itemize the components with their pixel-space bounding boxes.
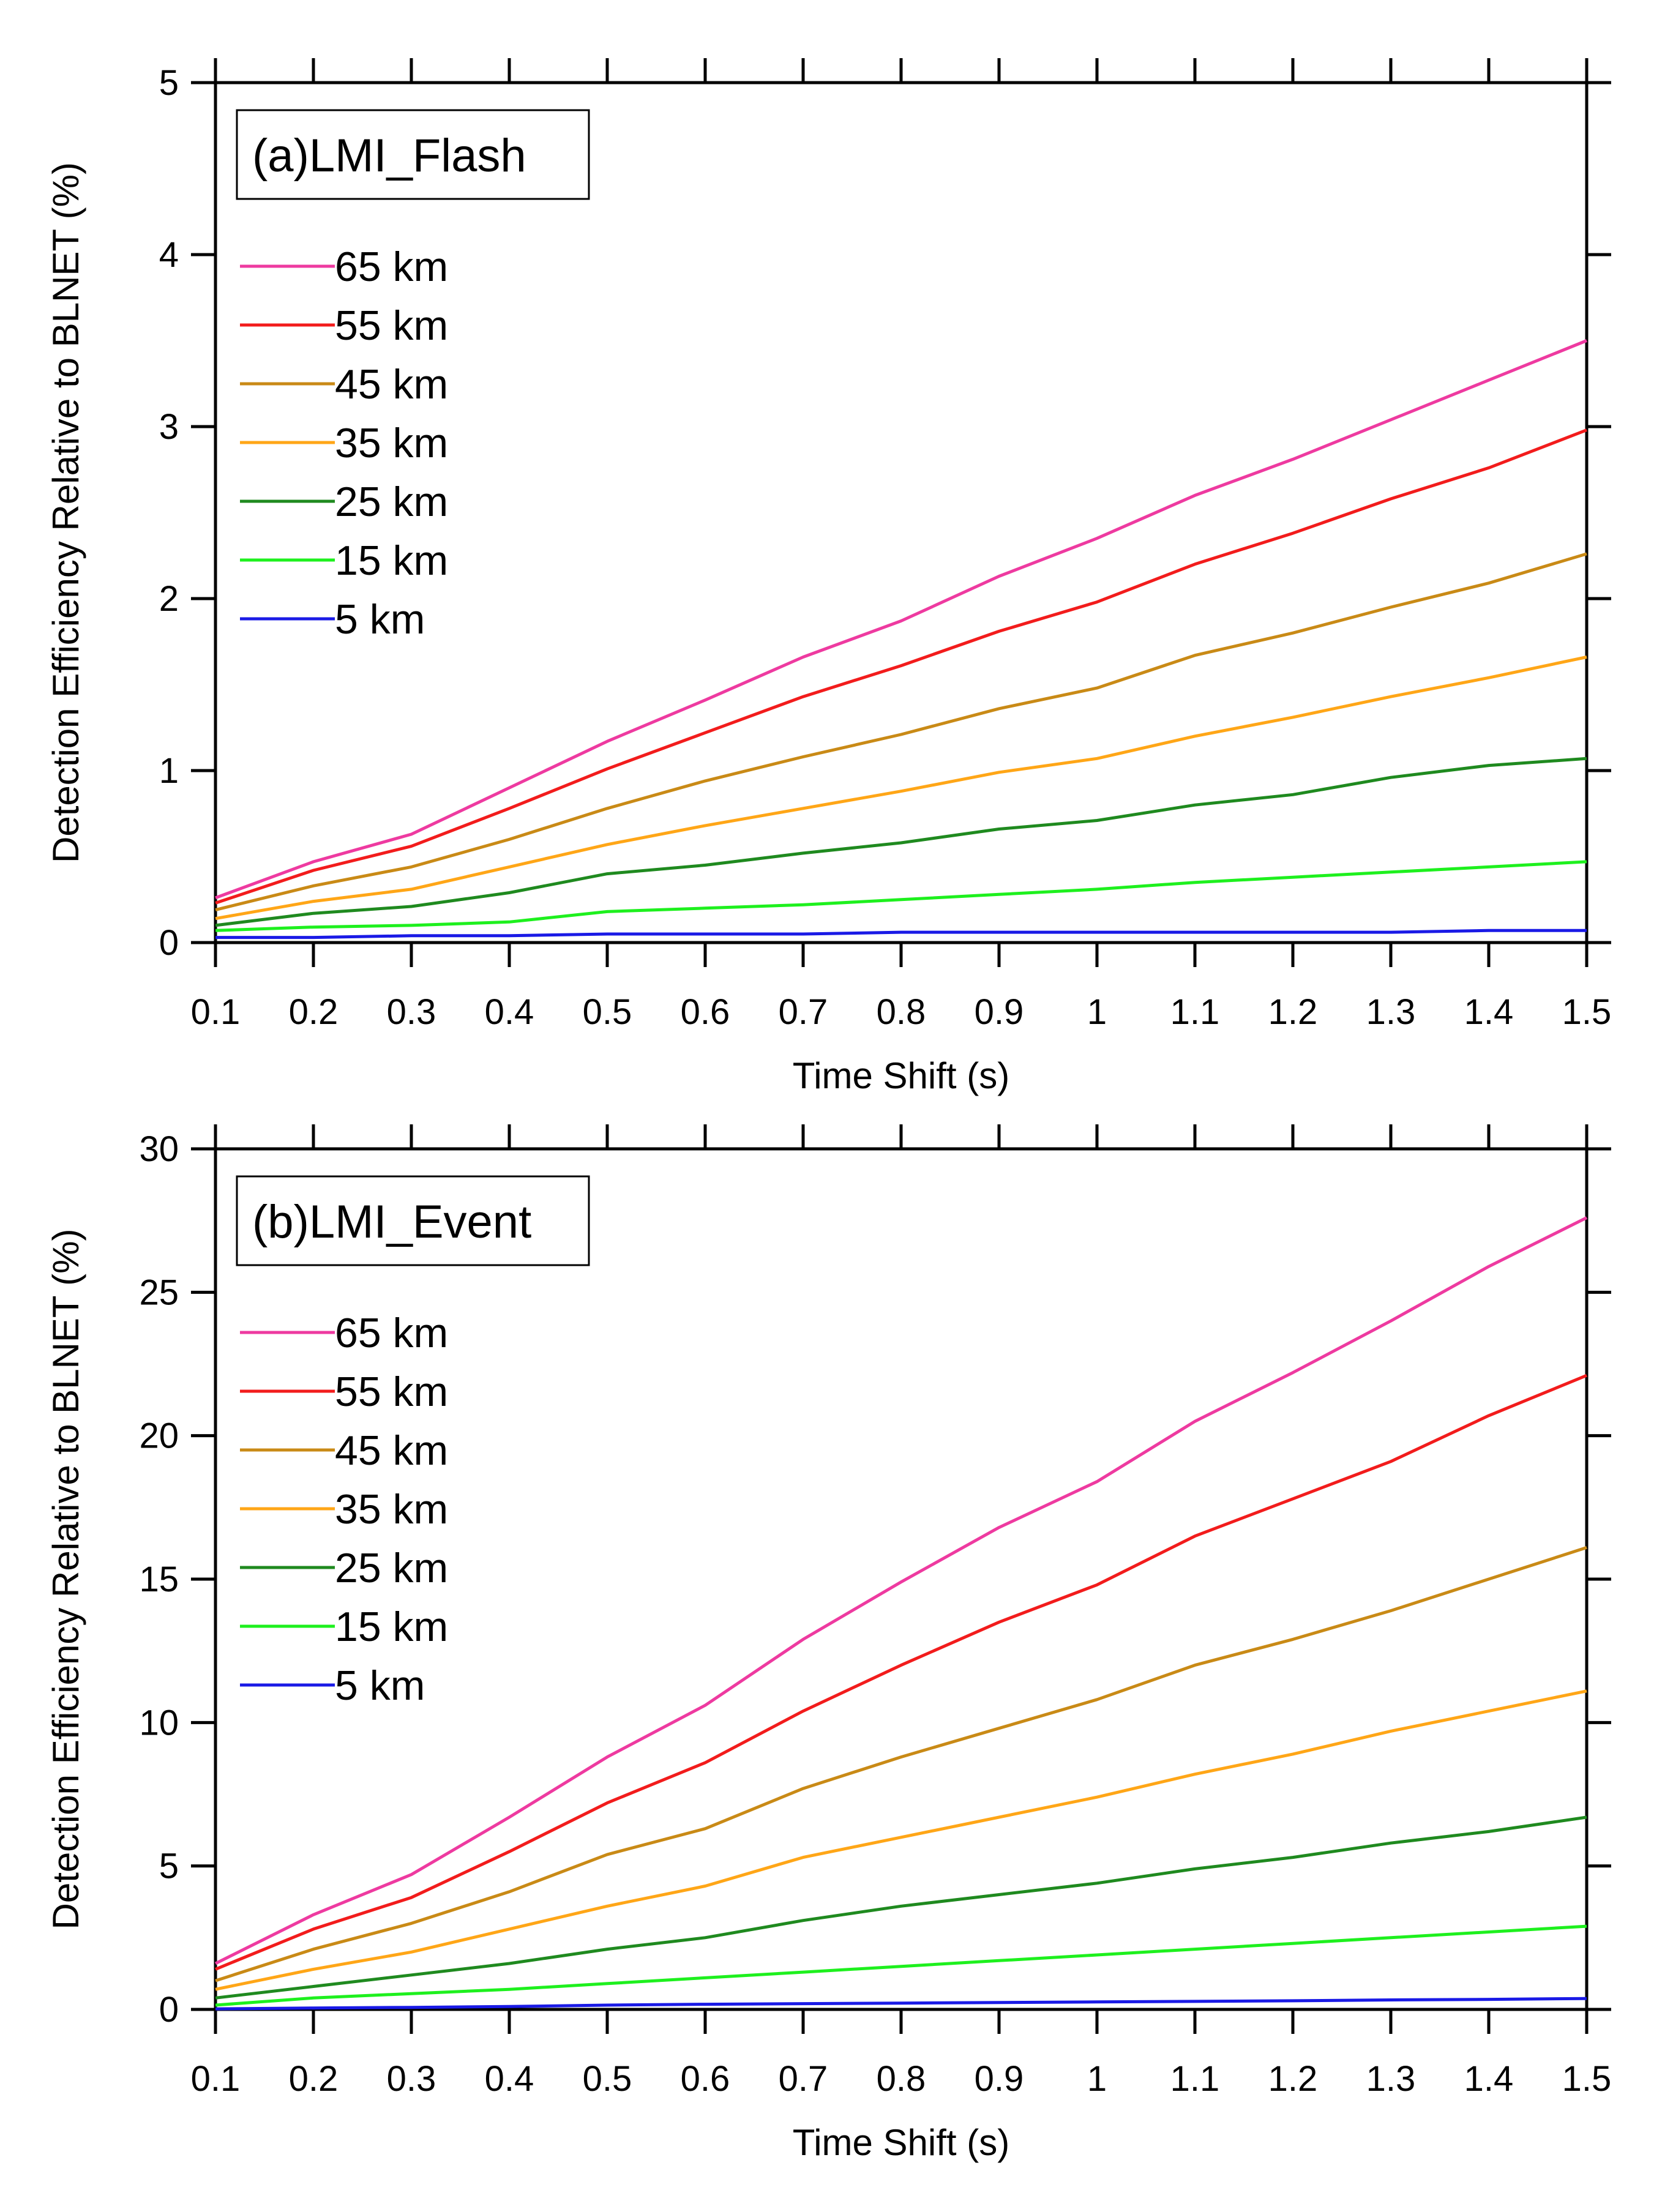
series-line-65km	[214, 1216, 1588, 1965]
y-tick-label: 5	[159, 1847, 179, 1886]
series-line-35km	[215, 1689, 1587, 1991]
x-axis-title: Time Shift (s)	[793, 2122, 1009, 2163]
x-tick-label: 1.2	[1268, 2059, 1318, 2099]
x-tick-label: 0.8	[877, 992, 926, 1032]
y-tick-label: 0	[159, 1990, 179, 2030]
y-tick-label: 10	[139, 1703, 179, 1743]
series-line-35km	[215, 656, 1587, 921]
panel-b: 0.1 0.2 0.3 0.4 0.5 0.6 0.7 0.8 0.9 1 1.1 1.2 1.3 1.4…	[45, 1124, 1611, 2163]
x-tick-label: 0.9	[975, 992, 1024, 1032]
x-tick-label: 1	[1087, 2059, 1107, 2099]
panel-title-box	[236, 109, 590, 200]
legend-label: 55 km	[335, 302, 448, 349]
x-tick-label: 0.1	[191, 2059, 241, 2099]
x-tick-label: 1	[1087, 992, 1107, 1032]
y-axis-title: Detection Efficiency Relative to BLNET (…	[45, 162, 86, 863]
y-tick-label: 20	[139, 1416, 179, 1456]
series-line-45km	[215, 1546, 1587, 1982]
panel-title: (a)LMI_Flash	[252, 130, 526, 182]
series-line-55km	[215, 1373, 1587, 1971]
x-tick-label: 1.3	[1366, 2059, 1416, 2099]
legend-label: 65 km	[335, 1310, 448, 1356]
series-line-45km	[215, 552, 1587, 912]
x-tick-label: 0.2	[289, 2059, 339, 2099]
legend-label: 35 km	[335, 1486, 448, 1533]
legend-label: 25 km	[335, 1545, 448, 1591]
series-line-15km	[215, 860, 1587, 932]
x-tick-label: 0.7	[779, 992, 828, 1032]
legend-label: 45 km	[335, 361, 448, 408]
x-tick-label: 1.5	[1562, 2059, 1612, 2099]
x-tick-label: 1.1	[1170, 2059, 1220, 2099]
series-line-5km	[215, 929, 1587, 940]
x-tick-label: 1.4	[1464, 992, 1514, 1032]
legend-label: 5 km	[335, 596, 425, 643]
legend-label: 15 km	[335, 537, 448, 584]
y-tick-label: 1	[159, 751, 179, 791]
panel-title: (b)LMI_Event	[252, 1196, 531, 1248]
x-tick-label: 0.9	[975, 2059, 1024, 2099]
x-tick-label: 0.7	[779, 2059, 828, 2099]
series-line-15km	[215, 1924, 1587, 2007]
x-tick-label: 0.3	[387, 2059, 436, 2099]
y-tick-label: 5	[159, 63, 179, 103]
legend-label: 45 km	[335, 1427, 448, 1474]
x-tick-label: 0.5	[583, 992, 632, 1032]
x-tick-label: 1.2	[1268, 992, 1318, 1032]
x-tick-label: 0.4	[485, 992, 534, 1032]
legend-label: 65 km	[335, 244, 448, 290]
x-tick-label: 0.6	[681, 2059, 730, 2099]
x-tick-label: 0.6	[681, 992, 730, 1032]
legend-label: 15 km	[335, 1604, 448, 1650]
x-tick-label: 0.2	[289, 992, 339, 1032]
legend-label: 55 km	[335, 1369, 448, 1415]
y-tick-label: 25	[139, 1272, 179, 1312]
series-line-65km	[215, 339, 1587, 900]
y-axis-title: Detection Efficiency Relative to BLNET (…	[45, 1229, 86, 1930]
y-tick-label: 3	[159, 407, 179, 447]
y-tick-label: 2	[159, 579, 179, 619]
panel-title-box	[236, 1175, 590, 1266]
x-tick-label: 0.3	[387, 992, 436, 1032]
legend-label: 35 km	[335, 420, 448, 466]
x-tick-label: 1.3	[1366, 992, 1416, 1032]
y-tick-label: 15	[139, 1560, 179, 1599]
panel-a: 0.1 0.2 0.3 0.4 0.5 0.6 0.7 0.8 0.9 1 1.1 1.2 1.3 1.4…	[45, 58, 1611, 1096]
legend-label: 5 km	[335, 1662, 425, 1709]
series-line-55km	[215, 428, 1587, 905]
x-tick-label: 0.1	[191, 992, 241, 1032]
x-tick-label: 1.1	[1170, 992, 1220, 1032]
x-tick-label: 0.5	[583, 2059, 632, 2099]
x-tick-label: 0.8	[877, 2059, 926, 2099]
y-tick-label: 4	[159, 235, 179, 275]
x-axis-title: Time Shift (s)	[793, 1055, 1009, 1096]
x-tick-label: 1.4	[1464, 2059, 1514, 2099]
legend-label: 25 km	[335, 479, 448, 525]
x-tick-label: 0.4	[485, 2059, 534, 2099]
series-line-5km	[215, 1997, 1587, 2011]
x-tick-label: 1.5	[1562, 992, 1612, 1032]
series-line-25km	[215, 1815, 1587, 2000]
y-tick-label: 0	[159, 923, 179, 963]
series-line-25km	[215, 757, 1587, 927]
y-tick-label: 30	[139, 1129, 179, 1169]
